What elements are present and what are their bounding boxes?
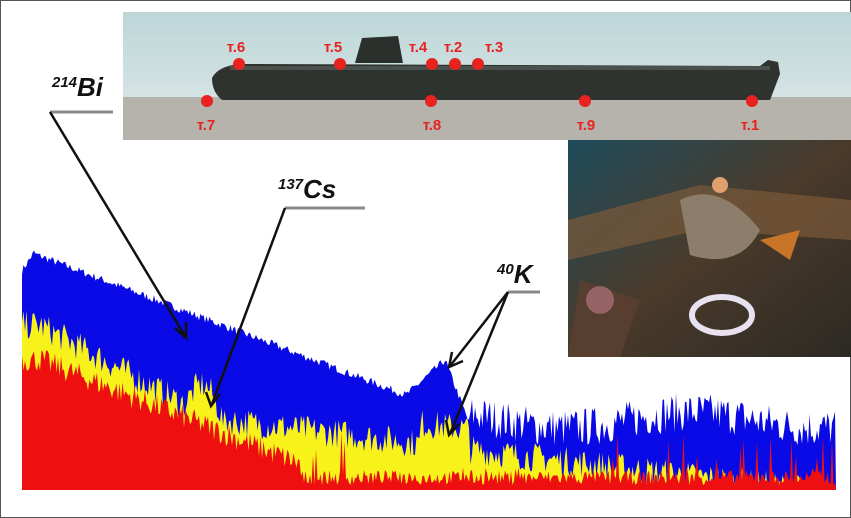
point-marker [201, 95, 213, 107]
sail [355, 36, 403, 63]
point-marker [425, 95, 437, 107]
point-marker [579, 95, 591, 107]
photo [568, 140, 851, 357]
point-label: т.5 [324, 39, 343, 56]
point-label: т.8 [423, 117, 442, 134]
point-label: т.3 [485, 39, 504, 56]
point-label: т.9 [577, 117, 596, 134]
point-marker [449, 58, 461, 70]
point-label: т.1 [741, 117, 760, 134]
point-marker [426, 58, 438, 70]
figure: т.6т.5т.4т.2т.3т.7т.8т.9т.1 214Bi 137Cs … [0, 0, 851, 518]
point-marker [233, 58, 245, 70]
point-marker [334, 58, 346, 70]
deck [230, 66, 770, 70]
point-label: т.6 [227, 39, 246, 56]
point-marker [472, 58, 484, 70]
point-label: т.4 [409, 39, 428, 56]
point-marker [746, 95, 758, 107]
point-label: т.7 [197, 117, 216, 134]
point-label: т.2 [444, 39, 463, 56]
